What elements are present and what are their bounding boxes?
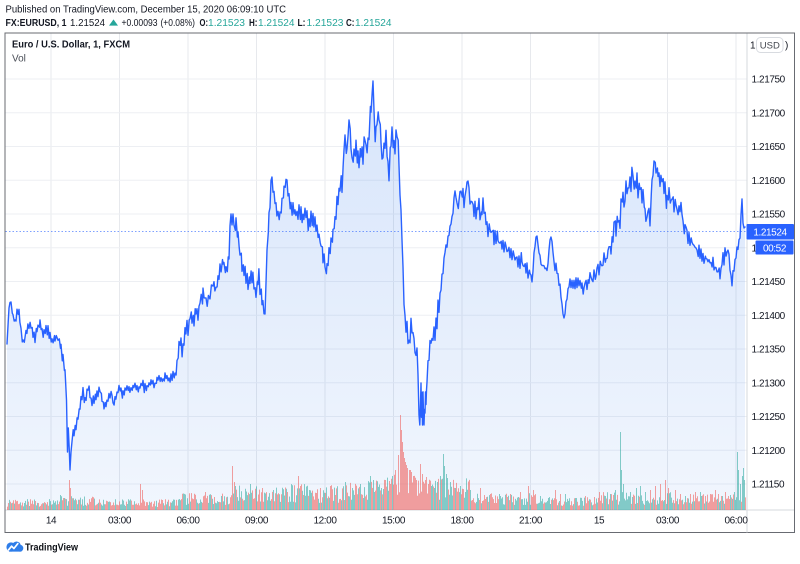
svg-text:1.21700: 1.21700 [752, 108, 786, 119]
svg-text:): ) [785, 41, 788, 52]
svg-text:C:: C: [346, 18, 355, 29]
svg-text:14: 14 [46, 516, 57, 527]
svg-text:Published on TradingView.com,: Published on TradingView.com, December 1… [6, 5, 287, 16]
svg-text:1.21300: 1.21300 [752, 378, 786, 389]
svg-text:1.21524: 1.21524 [258, 18, 295, 29]
svg-text:+0.00093: +0.00093 [122, 18, 158, 29]
svg-text:TradingView: TradingView [25, 542, 78, 553]
svg-text:00:52: 00:52 [763, 243, 787, 254]
svg-text:21:00: 21:00 [519, 516, 543, 527]
svg-text:12:00: 12:00 [313, 516, 337, 527]
svg-text:1.21600: 1.21600 [752, 176, 786, 187]
svg-text:09:00: 09:00 [245, 516, 269, 527]
svg-text:1.21523: 1.21523 [208, 18, 245, 29]
svg-text:1.21750: 1.21750 [752, 75, 786, 86]
svg-text:06:00: 06:00 [724, 516, 748, 527]
svg-text:1.21400: 1.21400 [752, 311, 786, 322]
svg-text:1.21523: 1.21523 [307, 18, 344, 29]
svg-text:1.21350: 1.21350 [752, 345, 786, 356]
svg-text:O:: O: [200, 18, 209, 29]
svg-text:1.21200: 1.21200 [752, 446, 786, 457]
svg-text:1.21524: 1.21524 [70, 18, 105, 29]
svg-text:03:00: 03:00 [656, 516, 680, 527]
svg-text:1.21250: 1.21250 [752, 412, 786, 423]
svg-text:1.21524: 1.21524 [753, 227, 787, 238]
svg-text:15:00: 15:00 [382, 516, 406, 527]
svg-text:1.21524: 1.21524 [355, 18, 392, 29]
svg-text:15: 15 [594, 516, 605, 527]
svg-text:1.21650: 1.21650 [752, 142, 786, 153]
svg-text:L:: L: [298, 18, 306, 29]
svg-text:06:00: 06:00 [176, 516, 200, 527]
svg-text:1.21550: 1.21550 [752, 210, 786, 221]
svg-text:Vol: Vol [12, 53, 26, 64]
svg-text:18:00: 18:00 [450, 516, 474, 527]
svg-text:1.21450: 1.21450 [752, 277, 786, 288]
svg-text:USD: USD [760, 41, 780, 52]
svg-text:1: 1 [750, 41, 756, 52]
svg-text:H:: H: [249, 18, 258, 29]
svg-text:Euro / U.S. Dollar, 1, FXCM: Euro / U.S. Dollar, 1, FXCM [12, 40, 130, 51]
svg-text:03:00: 03:00 [108, 516, 132, 527]
svg-text:1.21150: 1.21150 [752, 480, 785, 491]
svg-text:FX:EURUSD, 1: FX:EURUSD, 1 [6, 18, 67, 29]
svg-text:(+0.08%): (+0.08%) [161, 18, 196, 29]
